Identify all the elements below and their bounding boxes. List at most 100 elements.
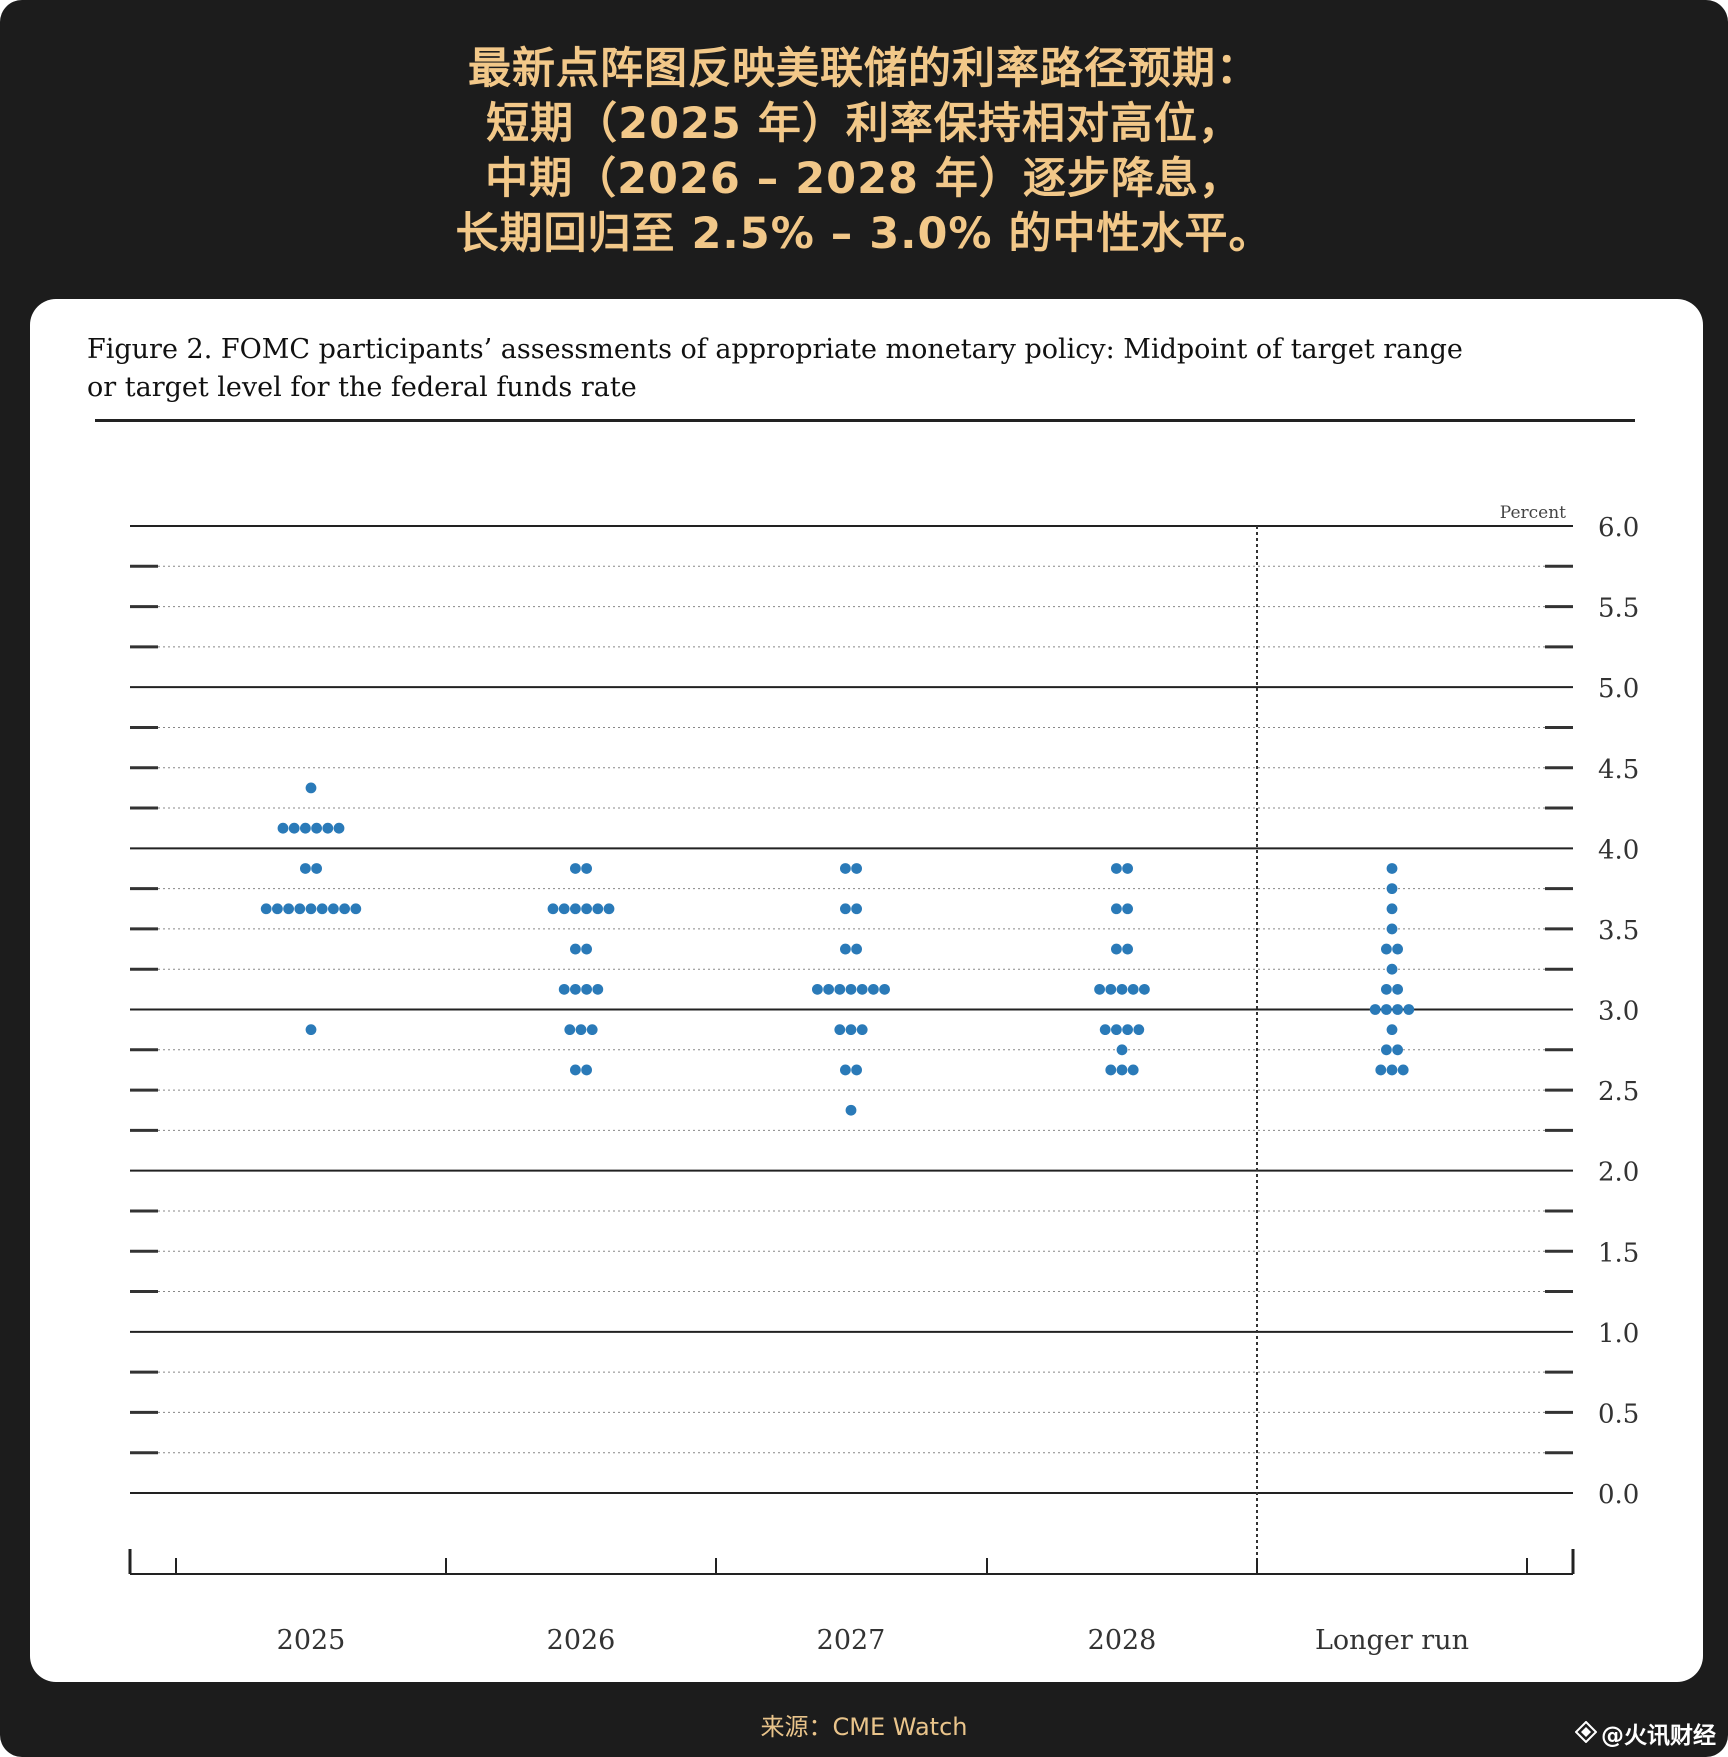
participant-dot (1392, 1004, 1403, 1015)
participant-dot (1386, 963, 1398, 975)
participant-dot (305, 782, 317, 794)
participant-dot (581, 1064, 592, 1076)
participant-dot (845, 1104, 857, 1116)
y-tick-label: 5.0 (1598, 674, 1639, 704)
participant-dot (1111, 1024, 1122, 1036)
participant-dot (1116, 1064, 1128, 1076)
participant-dot (812, 983, 823, 995)
participant-dot (1099, 1024, 1111, 1036)
participant-dot (840, 863, 851, 874)
participant-dot (294, 903, 306, 915)
participant-dot (558, 903, 570, 915)
figure-title-line-2: or target level for the federal funds ra… (87, 372, 637, 403)
logo-icon (1574, 1720, 1598, 1749)
y-tick-label: 3.5 (1598, 916, 1639, 946)
y-tick-label: 4.0 (1598, 835, 1639, 865)
watermark-text: @火讯财经 (1601, 1723, 1716, 1749)
participant-dot (592, 903, 604, 915)
participant-dot (840, 1064, 851, 1076)
participant-dot (1139, 983, 1150, 995)
participant-dot (300, 822, 311, 834)
source-credit: 来源：CME Watch (760, 1713, 968, 1741)
participant-dot (570, 903, 581, 915)
watermark: @火讯财经 (1574, 1716, 1716, 1750)
y-tick-label: 2.5 (1598, 1077, 1639, 1107)
participant-dot (272, 903, 283, 915)
participant-dot (1127, 1064, 1139, 1076)
participant-dot (856, 983, 868, 995)
participant-dot (1386, 863, 1398, 874)
participant-dot (283, 903, 294, 915)
participant-dot (311, 822, 322, 834)
y-tick-label: 1.0 (1598, 1319, 1639, 1349)
participant-dot (558, 983, 570, 995)
participant-dot (288, 822, 300, 834)
participant-dot (1381, 943, 1392, 955)
participant-dot (1403, 1004, 1415, 1015)
participant-dot (834, 983, 846, 995)
participant-dot (851, 863, 862, 874)
participant-dot (845, 1024, 857, 1036)
participant-dot (564, 1024, 576, 1036)
participant-dot (851, 903, 862, 915)
participant-dot (1122, 943, 1133, 955)
participant-dot (586, 1024, 598, 1036)
participant-dot (851, 943, 862, 955)
participant-dot (1397, 1064, 1409, 1076)
participant-dot (305, 903, 317, 915)
participant-dot (339, 903, 350, 915)
participant-dot (1369, 1004, 1381, 1015)
participant-dot (1386, 1064, 1398, 1076)
headline-line-3: 中期（2026 – 2028 年）逐步降息， (485, 154, 1243, 204)
participant-dot (1386, 923, 1398, 935)
participant-dot (1386, 1024, 1398, 1036)
participant-dot (305, 1024, 317, 1036)
participant-dot (1381, 1044, 1392, 1056)
y-tick-label: 4.5 (1598, 755, 1639, 785)
dot-plot-chart: 6.0 5.5 5.0 4.5 4.0 3.5 3.0 2.5 2.0 1.5 1.0 0.5 0.0 P… (128, 503, 1639, 1656)
x-category-label: 2026 (547, 1625, 616, 1656)
y-tick-label: 3.0 (1598, 997, 1639, 1027)
y-tick-label: 0.5 (1598, 1399, 1639, 1429)
headline-line-2: 短期（2025 年）利率保持相对高位， (486, 99, 1242, 149)
participant-dot (1392, 1044, 1403, 1056)
figure-title: Figure 2. FOMC participants’ assessments… (87, 331, 1647, 407)
headline: 最新点阵图反映美联储的利率路径预期： 短期（2025 年）利率保持相对高位， 中… (0, 42, 1728, 262)
participant-dot (1386, 903, 1398, 915)
participant-dot (823, 983, 834, 995)
participant-dot (1375, 1064, 1387, 1076)
participant-dot (1122, 1024, 1133, 1036)
title-rule (95, 419, 1635, 422)
y-tick-label: 5.5 (1598, 594, 1639, 624)
participant-dot (570, 863, 581, 874)
participant-dot (581, 983, 592, 995)
participant-dot (1116, 983, 1128, 995)
participant-dot (840, 943, 851, 955)
participant-dot (1122, 863, 1133, 874)
y-tick-label: 1.5 (1598, 1238, 1639, 1268)
x-category-label: 2027 (817, 1625, 886, 1656)
y-tick-label: 0.0 (1598, 1480, 1639, 1510)
participant-dot (328, 903, 339, 915)
participant-dot (840, 903, 851, 915)
participant-dot (868, 983, 879, 995)
participant-dot (570, 983, 581, 995)
y-unit-label: Percent (1500, 503, 1566, 523)
participant-dot (547, 903, 559, 915)
y-tick-label: 6.0 (1598, 513, 1639, 543)
participant-dot (570, 1064, 581, 1076)
participant-dot (581, 943, 592, 955)
participant-dot (1105, 983, 1117, 995)
participant-dot (1392, 983, 1403, 995)
participant-dot (1111, 943, 1122, 955)
participant-dot (1122, 903, 1133, 915)
participant-dot (845, 983, 857, 995)
x-category-label: 2025 (277, 1625, 346, 1656)
headline-line-4: 长期回归至 2.5% – 3.0% 的中性水平。 (455, 209, 1273, 259)
participant-dot (570, 943, 581, 955)
participant-dot (1386, 883, 1398, 895)
participant-dot (1392, 943, 1403, 955)
participant-dot (581, 863, 592, 874)
x-category-label: Longer run (1315, 1625, 1469, 1656)
